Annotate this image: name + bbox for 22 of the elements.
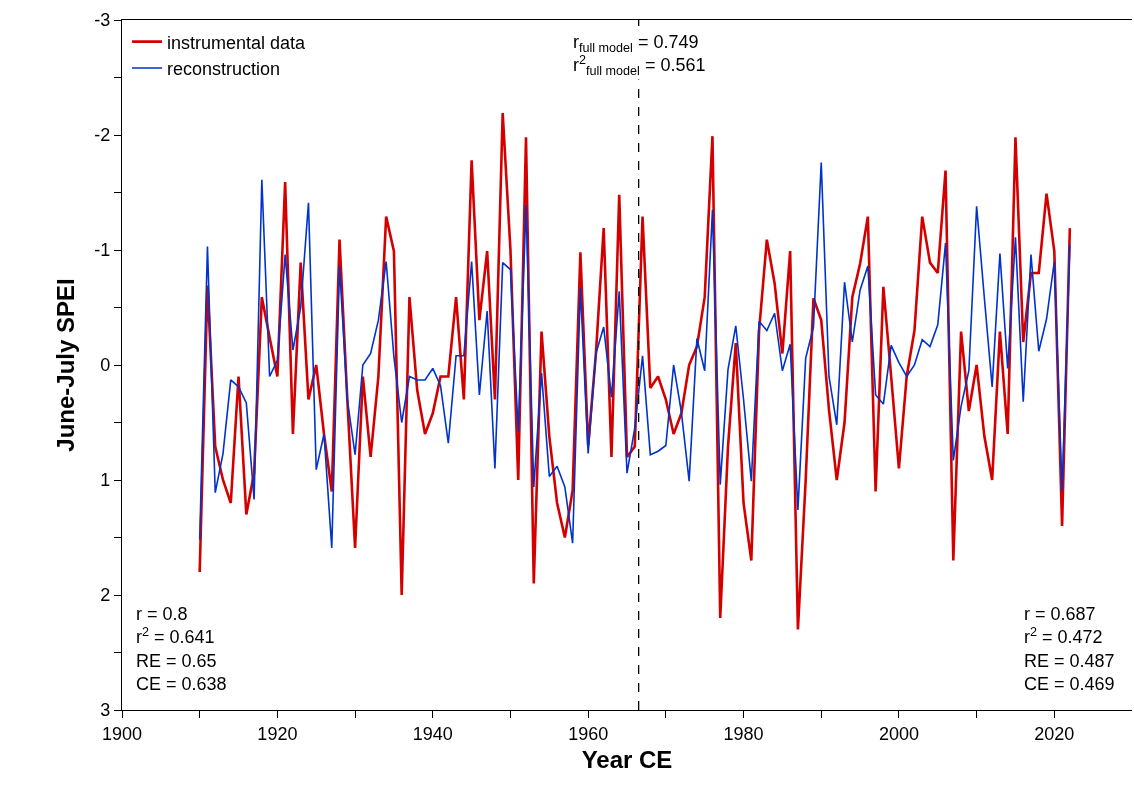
x-tick-label: 1940 xyxy=(412,723,453,744)
y-tick-label: 3 xyxy=(100,700,111,721)
y-tick-label: -2 xyxy=(94,125,111,146)
legend-label: reconstruction xyxy=(167,59,281,80)
y-axis-title: June-July SPEI xyxy=(52,278,80,452)
x-tick-label: 1920 xyxy=(257,723,298,744)
y-tick-label: -3 xyxy=(94,10,111,31)
line-series xyxy=(198,161,1071,549)
y-tick-label: 2 xyxy=(100,585,111,606)
x-tick-label: 1960 xyxy=(568,723,609,744)
x-tick-label: 1980 xyxy=(723,723,764,744)
annotation: r = 0.8 r$^{2}$ = 0.641 RE = 0.65 CE = 0.638 xyxy=(136,604,227,695)
y-tick-label: 0 xyxy=(100,355,111,376)
y-tick-label: 1 xyxy=(100,470,111,491)
x-axis-title: Year CE xyxy=(581,746,673,773)
x-tick-label: 1900 xyxy=(101,723,143,744)
x-tick-label: 2020 xyxy=(1034,723,1075,744)
text: r$_{full model}$ = 0.749 r$^{2}$$_{full model}$ = 0.561 xyxy=(573,32,706,79)
annotation: r = 0.687 r$^{2}$ = 0.472 RE = 0.487 CE = 0.469 xyxy=(1024,604,1115,695)
x-tick-label: 2000 xyxy=(878,723,919,744)
legend-label: instrumental data xyxy=(167,32,307,53)
y-tick-label: -1 xyxy=(94,240,111,261)
